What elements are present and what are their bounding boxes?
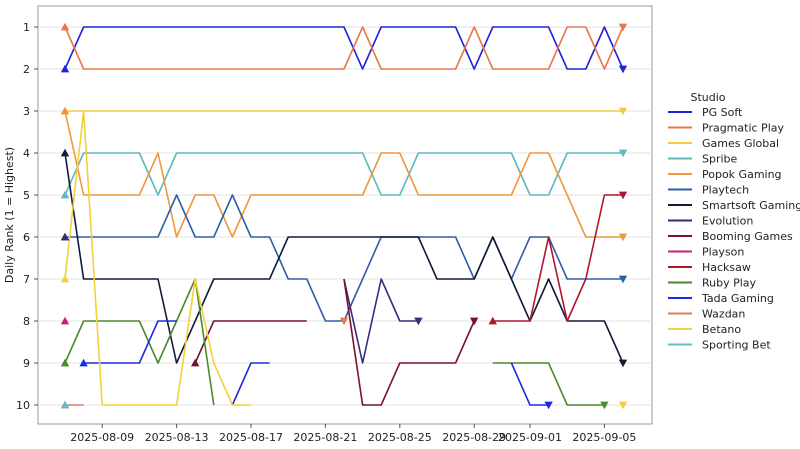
legend-label-pragmatic-play: Pragmatic Play bbox=[702, 122, 784, 135]
start-marker-smartsoft-gaming bbox=[60, 148, 70, 157]
start-marker-popok-gaming bbox=[60, 106, 70, 115]
legend: Studio PG Soft Pragmatic Play Games Global… bbox=[668, 91, 800, 352]
series-line-hacksaw bbox=[492, 194, 623, 322]
legend-label-smartsoft-gaming: Smartsoft Gaming bbox=[702, 199, 800, 212]
legend-label-betano: Betano bbox=[702, 323, 741, 336]
start-marker-pg-soft bbox=[60, 64, 70, 73]
legend-label-hacksaw: Hacksaw bbox=[702, 261, 751, 274]
x-tick-label: 2025-08-17 bbox=[219, 431, 283, 444]
legend-label-sporting-bet: Sporting Bet bbox=[702, 339, 771, 352]
end-marker-hacksaw bbox=[618, 191, 628, 200]
end-marker-tada-gaming bbox=[544, 401, 553, 410]
series-line-booming-games bbox=[343, 278, 475, 406]
legend-label-pg-soft: PG Soft bbox=[702, 106, 743, 119]
y-tick-label: 7 bbox=[23, 273, 30, 286]
series-line-evolution bbox=[343, 278, 419, 364]
start-marker-booming-games bbox=[191, 358, 200, 367]
end-marker-ruby-play bbox=[600, 401, 609, 410]
legend-title: Studio bbox=[690, 91, 725, 104]
end-marker-smartsoft-gaming bbox=[618, 359, 628, 368]
legend-label-evolution: Evolution bbox=[702, 215, 753, 228]
x-tick-label: 2025-09-01 bbox=[498, 431, 562, 444]
y-tick-label: 10 bbox=[16, 399, 30, 412]
x-axis-ticks: 2025-08-09 2025-08-13 2025-08-17 2025-08-21… bbox=[70, 424, 636, 444]
legend-label-games-global: Games Global bbox=[702, 137, 779, 150]
end-marker-betano bbox=[618, 401, 628, 410]
y-tick-label: 2 bbox=[23, 63, 30, 76]
x-tick-label: 2025-08-21 bbox=[293, 431, 357, 444]
series-line-spribe bbox=[64, 152, 623, 196]
end-marker-evolution bbox=[414, 317, 423, 326]
legend-label-ruby-play: Ruby Play bbox=[702, 277, 757, 290]
y-tick-label: 3 bbox=[23, 105, 30, 118]
marker-layer bbox=[60, 22, 628, 410]
y-tick-label: 5 bbox=[23, 189, 30, 202]
series-layer bbox=[64, 26, 624, 406]
series-line-ruby-play bbox=[64, 278, 215, 406]
legend-label-playtech: Playtech bbox=[702, 184, 749, 197]
start-marker-ruby-play bbox=[60, 358, 70, 367]
x-tick-label: 2025-08-25 bbox=[368, 431, 432, 444]
start-marker-hacksaw bbox=[488, 316, 497, 325]
series-line-betano bbox=[64, 110, 251, 406]
series-line-pragmatic-play bbox=[64, 26, 624, 70]
y-tick-label: 8 bbox=[23, 315, 30, 328]
legend-label-tada-gaming: Tada Gaming bbox=[701, 292, 774, 305]
start-marker-pragmatic-play bbox=[60, 22, 70, 31]
series-line-tada-gaming bbox=[510, 362, 549, 406]
y-tick-label: 9 bbox=[23, 357, 30, 370]
y-tick-label: 4 bbox=[23, 147, 30, 160]
end-marker-pragmatic-play bbox=[618, 23, 628, 32]
end-marker-booming-games bbox=[470, 317, 479, 326]
y-tick-label: 6 bbox=[23, 231, 30, 244]
start-marker-evolution bbox=[60, 232, 70, 241]
y-axis-label: Daily Rank (1 = Highest) bbox=[3, 147, 16, 283]
x-tick-label: 2025-09-05 bbox=[572, 431, 636, 444]
start-marker-spribe bbox=[60, 190, 70, 199]
series-line-tada-gaming bbox=[231, 362, 270, 406]
legend-items: PG Soft Pragmatic Play Games Global Spribe P… bbox=[668, 106, 800, 352]
start-marker-betano bbox=[60, 274, 70, 283]
series-line-pg-soft bbox=[64, 26, 624, 70]
legend-label-popok-gaming: Popok Gaming bbox=[702, 168, 782, 181]
y-tick-label: 1 bbox=[23, 21, 30, 34]
plot-area bbox=[37, 5, 653, 425]
x-tick-label: 2025-08-09 bbox=[70, 431, 134, 444]
legend-label-wazdan: Wazdan bbox=[702, 308, 745, 321]
series-line-booming-games bbox=[194, 320, 307, 364]
end-marker-pg-soft bbox=[618, 65, 628, 74]
start-marker-playson bbox=[60, 316, 70, 325]
end-marker-wazdan bbox=[339, 317, 349, 326]
legend-label-booming-games: Booming Games bbox=[702, 230, 793, 243]
end-marker-games-global bbox=[618, 107, 628, 116]
series-line-popok-gaming bbox=[64, 110, 623, 238]
x-tick-label: 2025-08-29 bbox=[442, 431, 506, 444]
end-marker-playtech bbox=[618, 275, 628, 284]
end-marker-popok-gaming bbox=[618, 233, 628, 242]
start-marker-tada-gaming bbox=[79, 358, 88, 367]
x-tick-label: 2025-08-13 bbox=[145, 431, 209, 444]
legend-label-spribe: Spribe bbox=[702, 153, 738, 166]
legend-label-playson: Playson bbox=[702, 246, 744, 259]
start-marker-sporting-bet bbox=[60, 400, 70, 409]
end-marker-spribe bbox=[618, 149, 628, 158]
y-axis-ticks: 1 2 3 4 5 6 7 8 9 10 bbox=[16, 21, 38, 412]
